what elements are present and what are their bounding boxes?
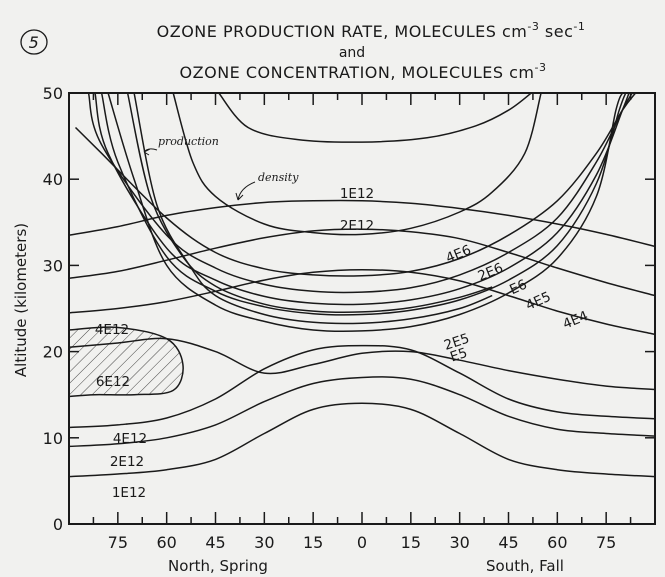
y-tick-label: 30 bbox=[43, 256, 63, 275]
y-tick-label: 0 bbox=[53, 515, 63, 534]
production-label-2e6: 2E6 bbox=[476, 260, 506, 284]
title-line1-sup1: -3 bbox=[527, 20, 539, 33]
density-label-1e12-low: 1E12 bbox=[112, 485, 146, 501]
production-contour-top-loop bbox=[218, 92, 532, 143]
production-contour-unlabeled-7 bbox=[172, 92, 542, 236]
density-label-4e12-left: 4E12 bbox=[95, 322, 129, 338]
contour-lines bbox=[68, 92, 656, 478]
figure-number: 5 bbox=[20, 29, 48, 55]
density-label-1e12-top: 1E12 bbox=[340, 186, 374, 202]
annotation-production-text: production bbox=[158, 135, 219, 148]
production-contour-2e5 bbox=[126, 92, 493, 314]
x-tick-label: 60 bbox=[156, 533, 176, 552]
x-tick-label: 15 bbox=[303, 533, 323, 552]
y-tick-label: 20 bbox=[43, 343, 63, 362]
x-tick-label: 15 bbox=[401, 533, 421, 552]
title-line3-sup: -3 bbox=[534, 61, 546, 74]
production-contour-e6 bbox=[94, 92, 630, 306]
annotation-density: density bbox=[235, 171, 299, 201]
title-line1-main: OZONE PRODUCTION RATE, MOLECULES cm bbox=[157, 22, 528, 41]
production-label-4e4: 4E4 bbox=[561, 308, 591, 332]
production-contour-2e6 bbox=[87, 92, 633, 294]
chart-title-line3: OZONE CONCENTRATION, MOLECULES cm-3 bbox=[180, 61, 547, 82]
density-contour-2e12-5 bbox=[68, 376, 656, 448]
x-tick-label: 60 bbox=[547, 533, 567, 552]
title-line1-sup2: -1 bbox=[573, 20, 585, 33]
density-label-4e12-low: 4E12 bbox=[113, 431, 147, 447]
production-label-2e5: 2E5 bbox=[442, 331, 471, 354]
density-contour-unlabeled-3 bbox=[68, 337, 656, 391]
density-contour-unlabeled-2 bbox=[68, 268, 656, 336]
density-label-2e12-top: 2E12 bbox=[340, 218, 374, 234]
x-tick-label: 75 bbox=[108, 533, 128, 552]
x-tick-label: 75 bbox=[596, 533, 616, 552]
production-label-e6: E6 bbox=[507, 277, 529, 299]
production-contour-4e5 bbox=[100, 92, 627, 316]
y-tick-label: 50 bbox=[43, 84, 63, 103]
x-tick-label: 0 bbox=[357, 533, 367, 552]
production-contour-e5 bbox=[133, 92, 493, 325]
density-label-2e12-low: 2E12 bbox=[110, 454, 144, 470]
figure-number-text: 5 bbox=[29, 33, 40, 52]
annotation-production: production bbox=[143, 135, 219, 156]
production-label-e5: E5 bbox=[448, 345, 469, 366]
contour-labels: 1E12 2E12 4E12 6E12 4E12 2E12 1E12 4E6 2… bbox=[95, 186, 591, 501]
title-line3-main: OZONE CONCENTRATION, MOLECULES cm bbox=[180, 63, 535, 82]
annotation-density-text: density bbox=[258, 171, 299, 184]
density-contour-1e12-6 bbox=[68, 402, 656, 478]
y-tick-label: 40 bbox=[43, 170, 63, 189]
density-contour-4e12-4 bbox=[68, 344, 656, 429]
y-axis-label: Altitude (kilometers) bbox=[12, 223, 30, 377]
plot-frame bbox=[68, 92, 656, 525]
production-label-4e5: 4E5 bbox=[523, 289, 553, 314]
density-contour-2e12-1 bbox=[68, 228, 656, 297]
production-contour-4e4 bbox=[107, 92, 624, 333]
density-contour-1e12-0 bbox=[68, 199, 656, 248]
x-axis-label-south: South, Fall bbox=[486, 557, 564, 575]
production-contour-4e6 bbox=[74, 92, 637, 277]
x-tick-label: 45 bbox=[498, 533, 518, 552]
x-axis-label-north: North, Spring bbox=[168, 557, 268, 575]
x-tick-label: 30 bbox=[254, 533, 274, 552]
production-label-4e6: 4E6 bbox=[444, 242, 474, 266]
x-tick-label: 30 bbox=[449, 533, 469, 552]
title-line1-mid: sec bbox=[539, 22, 573, 41]
chart-title-line2: and bbox=[339, 45, 365, 61]
chart-title-line1: OZONE PRODUCTION RATE, MOLECULES cm-3 se… bbox=[157, 20, 586, 41]
y-tick-label: 10 bbox=[43, 429, 63, 448]
density-label-6e12: 6E12 bbox=[96, 374, 130, 390]
x-tick-label: 45 bbox=[205, 533, 225, 552]
